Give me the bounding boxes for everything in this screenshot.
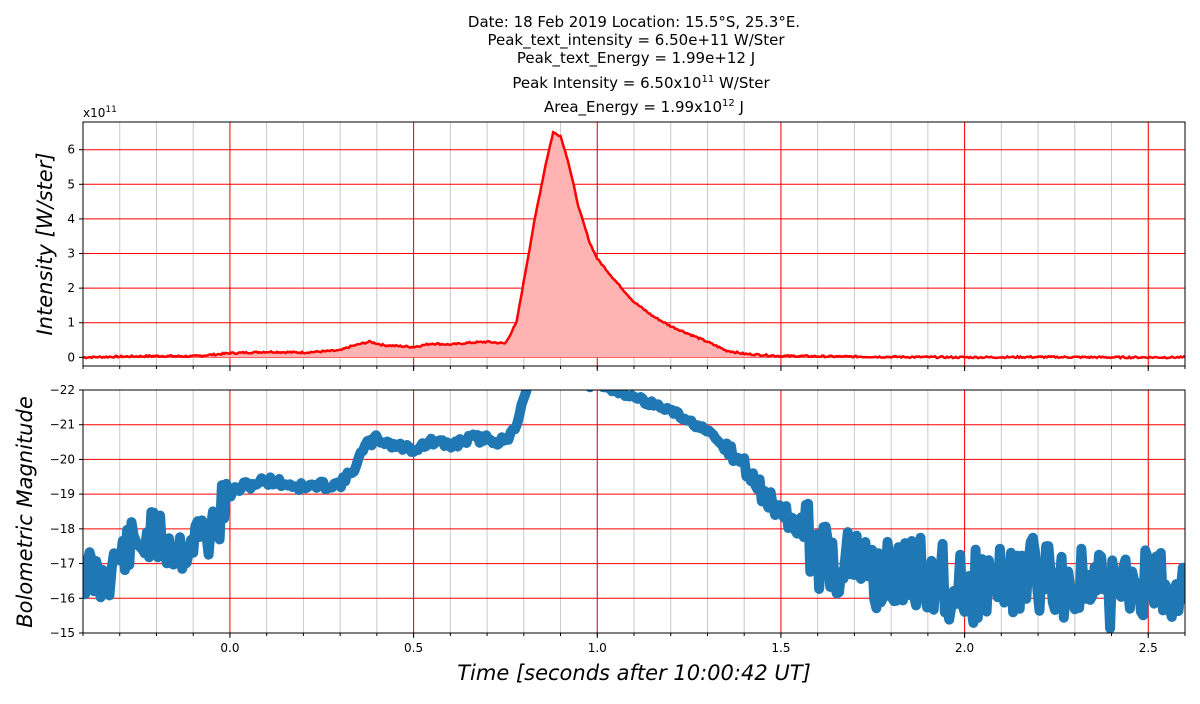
y-tick-label: 3	[67, 247, 75, 261]
x-tick-label: 1.5	[771, 641, 790, 655]
magnitude-y-ticks: −15 −16 −17 −18 −19 −20 −21 −22	[50, 383, 83, 640]
x-tick-label: 1.0	[588, 641, 607, 655]
intensity-y-axis-label: Intensity [W/ster]	[33, 152, 57, 335]
magnitude-axes-frame	[82, 389, 1186, 634]
intensity-x-ticks	[82, 366, 1186, 371]
magnitude-line	[83, 390, 1185, 633]
magnitude-y-axis-label: Bolometric Magnitude	[13, 396, 37, 628]
x-axis-label: Time [seconds after 10:00:42 UT]	[457, 661, 811, 685]
y-tick-label: −17	[50, 557, 75, 571]
y-tick-label: −15	[50, 626, 75, 640]
y-tick-label: 1	[67, 316, 75, 330]
title-peak-intensity: Peak Intensity = 6.50x1011 W/Ster	[512, 74, 770, 92]
y-tick-label: −18	[50, 522, 75, 536]
x-tick-label: 0.0	[220, 641, 239, 655]
intensity-panel: 0 1 2 3 4 5 6 x1011 Intensity [W/ster]	[33, 105, 1186, 371]
x-tick-label: 0.5	[404, 641, 423, 655]
title-area-energy: Area_Energy = 1.99x1012 J	[544, 98, 744, 117]
x-tick-label: 2.5	[1139, 641, 1158, 655]
title-peak-text-intensity: Peak_text_intensity = 6.50e+11 W/Ster	[487, 31, 785, 50]
x-tick-label: 2.0	[955, 641, 974, 655]
y-tick-label: −16	[50, 591, 75, 605]
magnitude-panel: −15 −16 −17 −18 −19 −20 −21 −22 0.0 0.5 1.0 1.5 2.0…	[13, 383, 1186, 685]
intensity-y-ticks: 0 1 2 3 4 5 6	[67, 143, 83, 364]
intensity-offset-label: x1011	[83, 105, 117, 120]
y-tick-label: 2	[67, 281, 75, 295]
intensity-line	[82, 130, 1186, 360]
intensity-area-fill	[83, 132, 1185, 359]
y-tick-label: −21	[50, 418, 75, 432]
y-tick-label: 6	[67, 143, 75, 157]
y-tick-label: 4	[67, 212, 75, 226]
y-tick-label: −22	[50, 383, 75, 397]
y-tick-label: 5	[67, 177, 75, 191]
title-date-location: Date: 18 Feb 2019 Location: 15.5°S, 25.3…	[468, 13, 800, 31]
y-tick-label: −19	[50, 487, 75, 501]
title-peak-text-energy: Peak_text_Energy = 1.99e+12 J	[517, 49, 755, 68]
intensity-axes-frame	[82, 121, 1186, 367]
magnitude-x-ticks: 0.0 0.5 1.0 1.5 2.0 2.5	[82, 633, 1186, 655]
y-tick-label: −20	[50, 452, 75, 466]
y-tick-label: 0	[67, 350, 75, 364]
